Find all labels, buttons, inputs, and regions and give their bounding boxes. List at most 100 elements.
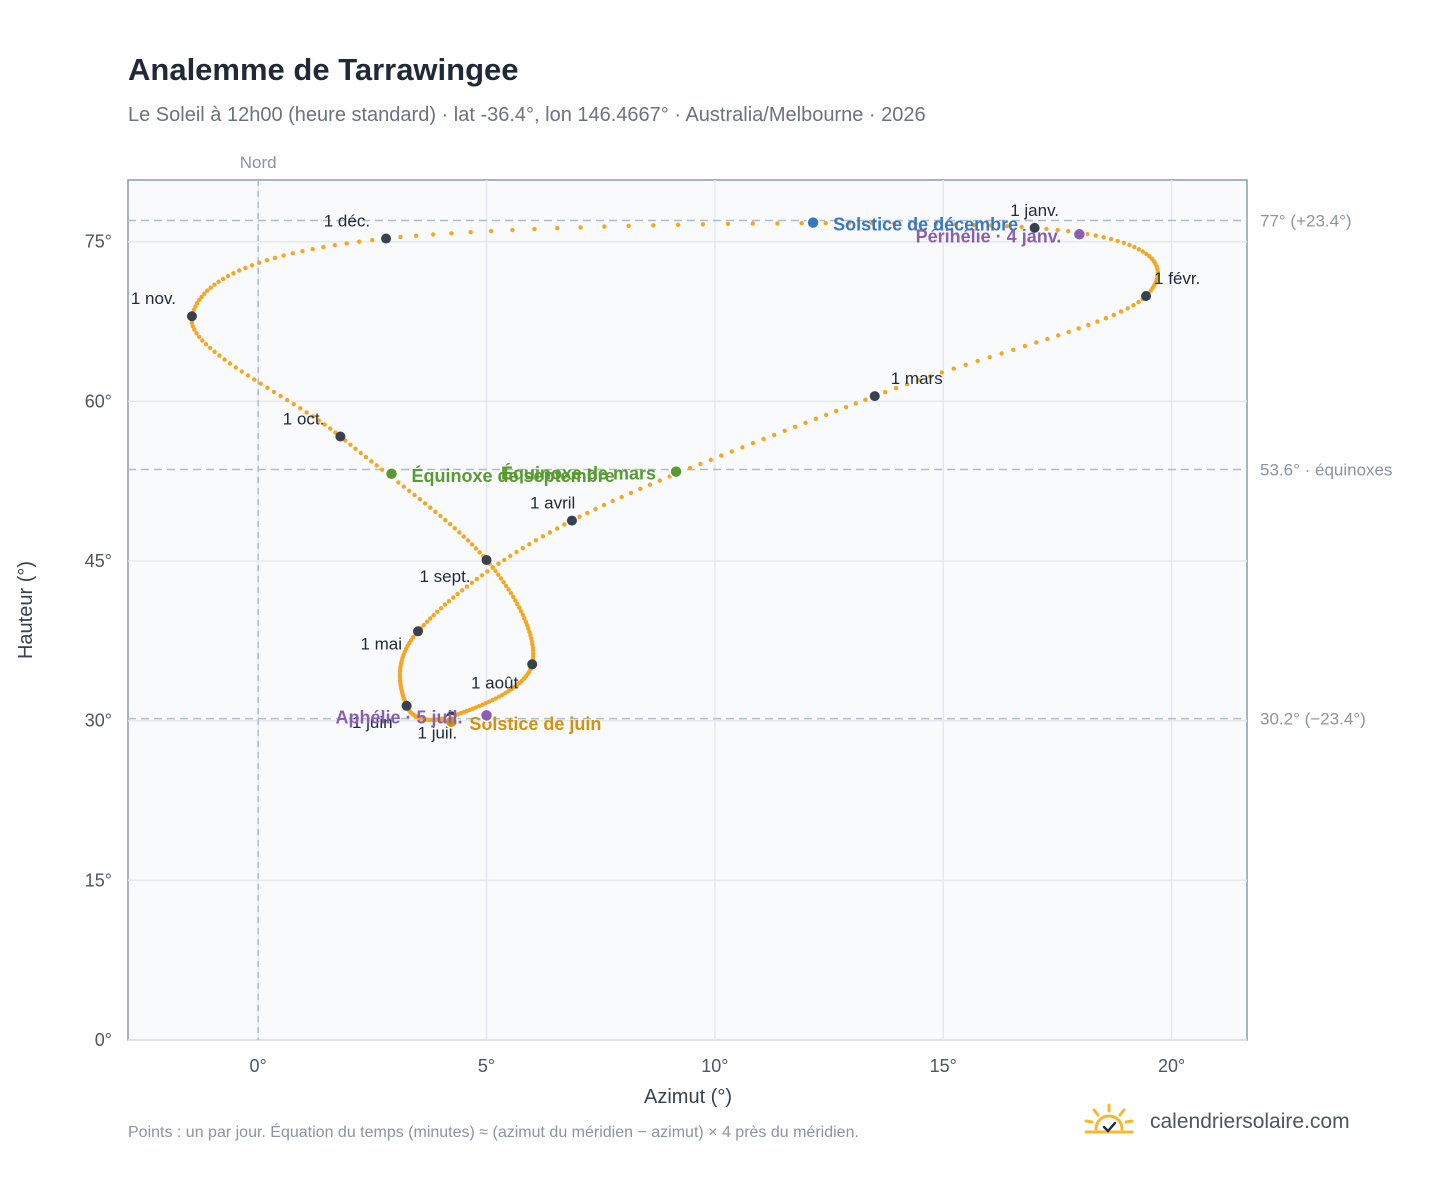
daily-sun-point	[197, 297, 202, 303]
daily-sun-point	[216, 279, 221, 284]
plot-area	[127, 179, 1248, 1041]
daily-sun-point	[772, 432, 777, 438]
daily-sun-point	[1140, 249, 1146, 254]
month-label: 1 janv.	[1010, 201, 1059, 220]
daily-sun-point	[719, 453, 724, 458]
daily-sun-point	[447, 522, 453, 527]
reference-label: 30.2° (−23.4°)	[1260, 710, 1366, 729]
daily-sun-point	[527, 629, 532, 635]
daily-sun-point	[740, 445, 745, 450]
month-marker	[1029, 222, 1040, 233]
daily-sun-point	[1095, 319, 1100, 324]
daily-sun-point	[396, 480, 401, 485]
daily-sun-point	[220, 276, 226, 282]
month-marker	[381, 233, 392, 244]
month-marker	[869, 391, 880, 402]
daily-sun-point	[1101, 235, 1106, 240]
daily-sun-point	[913, 221, 918, 226]
daily-sun-point	[1118, 309, 1124, 314]
daily-sun-point	[231, 271, 236, 276]
daily-sun-point	[1131, 303, 1136, 308]
daily-sun-point	[513, 598, 518, 603]
daily-sun-point	[1045, 336, 1050, 342]
daily-sun-point	[508, 591, 514, 596]
month-marker	[401, 700, 412, 711]
daily-sun-point	[933, 221, 939, 227]
daily-sun-point	[480, 702, 485, 707]
daily-sun-point	[638, 486, 643, 491]
daily-sun-point	[493, 696, 498, 701]
daily-sun-point	[460, 588, 465, 593]
daily-sun-point	[823, 412, 829, 418]
daily-sun-point	[700, 222, 706, 227]
daily-sun-point	[191, 307, 197, 312]
daily-sun-point	[1121, 240, 1127, 246]
daily-sun-point	[353, 446, 358, 451]
daily-sun-point	[963, 362, 968, 367]
daily-sun-point	[578, 225, 583, 230]
brand-name[interactable]: calendriersolaire.com	[1150, 1110, 1350, 1133]
daily-sun-point	[503, 583, 509, 589]
daily-sun-point	[610, 498, 615, 504]
daily-sun-point	[407, 488, 412, 493]
daily-sun-point	[708, 457, 713, 462]
daily-sun-point	[761, 436, 766, 442]
event-marker	[1072, 227, 1087, 242]
brand[interactable]: calendriersolaire.com	[1082, 1100, 1350, 1144]
month-label: 1 févr.	[1154, 269, 1200, 288]
daily-sun-point	[285, 397, 290, 403]
daily-sun-point	[834, 408, 839, 414]
daily-sun-point	[199, 294, 204, 300]
daily-sun-point	[207, 345, 213, 351]
daily-sun-point	[468, 230, 473, 235]
daily-sun-point	[1004, 224, 1010, 229]
daily-sun-point	[975, 358, 980, 364]
daily-sun-point	[883, 389, 888, 395]
daily-sun-point	[465, 538, 471, 543]
daily-sun-point	[485, 569, 490, 574]
x-tick-label: 5°	[478, 1056, 495, 1076]
daily-sun-point	[1125, 306, 1130, 311]
daily-sun-point	[194, 331, 199, 336]
daily-sun-point	[799, 221, 804, 226]
daily-sun-point	[433, 509, 438, 514]
y-tick-label: 60°	[85, 391, 112, 411]
daily-sun-point	[562, 522, 567, 527]
daily-sun-point	[233, 365, 238, 370]
daily-sun-point	[1019, 224, 1024, 230]
month-label: 1 mars	[891, 369, 943, 388]
daily-sun-point	[321, 244, 326, 250]
daily-sun-point	[435, 609, 440, 614]
daily-sun-point	[310, 246, 315, 252]
daily-sun-point	[953, 222, 958, 227]
daily-sun-point	[431, 612, 436, 618]
daily-sun-point	[628, 490, 634, 496]
daily-sun-point	[374, 463, 379, 468]
daily-sun-point	[951, 366, 956, 371]
daily-sun-point	[203, 342, 209, 347]
daily-sun-point	[212, 349, 217, 354]
daily-sun-point	[431, 232, 436, 237]
event-label: Aphélie · 5 juil.	[336, 707, 463, 727]
daily-sun-point	[193, 304, 198, 309]
daily-sun-point	[446, 599, 452, 604]
daily-sun-point	[1115, 238, 1120, 244]
daily-sun-point	[379, 467, 385, 472]
month-marker	[413, 626, 424, 637]
month-label: 1 août	[471, 673, 519, 692]
y-tick-label: 45°	[85, 551, 112, 571]
daily-sun-point	[1136, 299, 1141, 305]
daily-sun-point	[264, 258, 270, 263]
daily-sun-point	[369, 459, 374, 464]
daily-sun-point	[348, 442, 353, 447]
daily-sun-point	[457, 530, 462, 535]
daily-sun-point	[239, 369, 244, 374]
daily-sun-point	[417, 497, 423, 502]
daily-sun-point	[523, 619, 528, 624]
daily-sun-point	[271, 389, 277, 395]
daily-sun-point	[469, 542, 475, 547]
daily-sun-point	[1086, 322, 1091, 328]
daily-sun-point	[291, 402, 296, 407]
daily-sun-point	[515, 601, 520, 607]
daily-sun-point	[869, 221, 875, 226]
